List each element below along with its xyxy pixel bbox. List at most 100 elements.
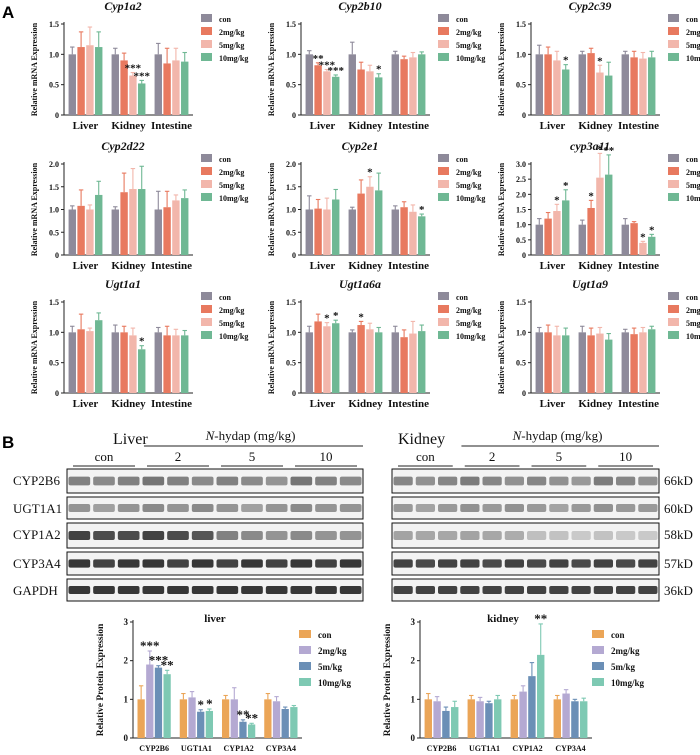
mrna-chart-cyp1a2: Cyp1a2 Relative mRNA Expression 0 0.5 1.0 1.5… [30, 0, 248, 132]
bar [314, 65, 322, 115]
bar [578, 54, 586, 115]
significance-mark: * [597, 143, 603, 155]
x-tick-label: Liver [540, 120, 566, 132]
significance-mark: *** [319, 60, 336, 72]
chart-title: liver [204, 613, 225, 625]
bar [86, 45, 94, 115]
significance-mark: * [206, 696, 213, 711]
y-tick-label: 2.0 [286, 160, 296, 169]
bar [485, 703, 493, 738]
bar [375, 190, 383, 255]
y-tick-label: 0.5 [49, 359, 59, 368]
blot-band [142, 586, 165, 594]
y-tick-label: 1 [124, 694, 129, 704]
bar [418, 54, 426, 115]
blot-panel-liver: Liver N-hydap (mg/kg) con 2 5 10 [66, 428, 364, 602]
x-tick-label: Intestine [388, 260, 429, 272]
group-label: 2 [489, 449, 496, 464]
bar [68, 209, 76, 255]
significance-mark: * [640, 231, 646, 243]
y-tick-label: 0 [55, 111, 59, 120]
significance-mark: * [333, 310, 339, 322]
blot-band [549, 531, 569, 540]
bar [596, 72, 604, 115]
blot-band [339, 504, 362, 512]
y-tick-label: 1.5 [49, 20, 59, 29]
y-tick-label: 2 [124, 656, 129, 666]
legend-swatch [438, 331, 449, 339]
significance-mark: ** [313, 53, 325, 65]
bar [314, 321, 322, 393]
blot-band [191, 531, 214, 540]
blot-band [549, 586, 569, 594]
blot-band [339, 559, 362, 568]
y-tick-label: 0.5 [516, 359, 526, 368]
legend-swatch [201, 193, 212, 201]
legend-label: 2mg/kg [686, 168, 700, 177]
legend-swatch [438, 167, 449, 175]
bar [366, 71, 374, 115]
blot-strip [66, 468, 364, 494]
bar [476, 701, 484, 738]
legend-swatch [201, 305, 212, 313]
blot-band [191, 586, 214, 594]
blot-band [241, 531, 263, 540]
bar [332, 76, 340, 115]
legend-swatch [201, 53, 212, 61]
legend-label: 2mg/kg [318, 646, 347, 656]
y-axis-label: Relative mRNA Expression [267, 22, 276, 116]
legend-label: 10mg/kg [456, 54, 485, 63]
bar [357, 69, 365, 115]
significance-mark: *** [133, 70, 150, 82]
blot-band [482, 586, 502, 594]
legend-label: 5mg/kg [686, 181, 700, 190]
x-tick-label: Intestine [388, 120, 429, 132]
blot-band [117, 586, 140, 594]
legend-label: 2mg/kg [219, 28, 244, 37]
blot-band [460, 559, 480, 568]
y-tick-label: 1.5 [516, 298, 526, 307]
mrna-charts: Cyp1a2 Relative mRNA Expression 0 0.5 1.0 1.5… [30, 0, 700, 410]
bar [111, 209, 119, 255]
bar [154, 332, 162, 393]
blot-band [142, 559, 165, 568]
blot-band [549, 476, 569, 486]
legend-swatch [668, 53, 679, 61]
bar [281, 709, 289, 738]
bar [172, 335, 180, 393]
blot-band [315, 559, 337, 568]
blot-band [527, 476, 547, 486]
blot-band [216, 531, 239, 540]
legend-swatch [668, 27, 679, 35]
blot-band [265, 531, 288, 540]
bar [621, 54, 629, 115]
blot-band [93, 559, 115, 568]
legend-label: con [686, 15, 699, 24]
legend-label: 5mg/kg [219, 41, 244, 50]
bar [451, 707, 459, 738]
x-tick-label: CYP3A4 [266, 744, 296, 753]
x-tick-label: Kidney [348, 260, 383, 272]
blot-band [393, 504, 413, 512]
significance-mark: *** [140, 638, 160, 653]
significance-mark: * [597, 55, 603, 67]
x-tick-label: Liver [310, 120, 336, 132]
blot-band [593, 476, 613, 486]
legend-swatch [592, 646, 604, 654]
blot-band [482, 476, 502, 486]
blot-band [68, 476, 91, 486]
legend-label: 5mg/kg [219, 181, 244, 190]
bar [129, 335, 137, 393]
bar [68, 332, 76, 393]
legend-label: 2mg/kg [686, 306, 700, 315]
legend-swatch [299, 630, 311, 638]
blot-row-ugt1a1 [391, 496, 660, 520]
blot-band [482, 504, 502, 512]
y-tick-label: 0.5 [286, 81, 296, 90]
legend-label: con [219, 15, 232, 24]
bar [409, 57, 417, 115]
bar [129, 189, 137, 255]
mrna-chart-ugt1a1: Ugt1a1 Relative mRNA Expression 0 0.5 1.0 1.5… [30, 277, 248, 410]
blot-strip [391, 468, 660, 494]
blot-band [504, 476, 524, 486]
